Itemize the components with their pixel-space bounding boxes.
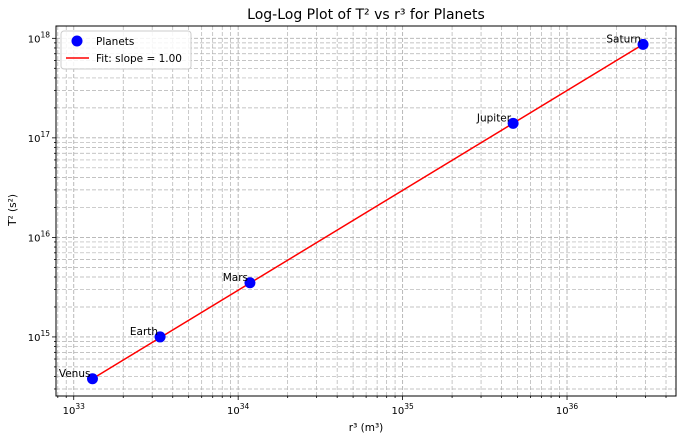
x-tick-label: 1036 [556,402,579,417]
grid [56,26,676,396]
y-tick-label: 1016 [28,229,51,244]
planet-point-venus [86,373,98,385]
planet-point-jupiter [507,117,519,129]
planet-point-earth [154,331,166,343]
legend-label-fit: Fit: slope = 1.00 [96,53,182,65]
scatter-points [86,38,649,385]
chart-title: Log-Log Plot of T² vs r³ for Planets [247,7,485,23]
x-tick-label: 1035 [391,402,414,417]
y-tick-label: 1015 [28,329,51,344]
axis-ticks: 1033 1034 1035 1036 1015 1016 1017 1018 [28,30,667,417]
y-tick-label: 1018 [28,30,51,45]
planet-point-saturn [637,38,649,50]
planet-point-mars [244,277,256,289]
planet-label-earth: Earth [130,326,158,338]
planet-label-jupiter: Jupiter [476,112,512,124]
legend: Planets Fit: slope = 1.00 [60,30,192,70]
fit-line-layer [92,43,644,380]
fit-line [92,43,644,380]
legend-box [60,30,192,70]
legend-marker-planets [71,35,83,47]
x-tick-label: 1034 [227,402,250,417]
legend-label-planets: Planets [96,36,134,48]
x-tick-label: 1033 [63,402,86,417]
planet-label-saturn: Saturn [606,33,641,45]
planet-annotations: Venus Earth Mars Jupiter Saturn [59,33,641,379]
x-axis-label: r³ (m³) [349,422,384,434]
planet-label-mars: Mars [223,272,248,284]
y-axis-label: T² (s²) [7,194,19,227]
planet-label-venus: Venus [59,368,91,380]
y-tick-label: 1017 [28,130,51,145]
